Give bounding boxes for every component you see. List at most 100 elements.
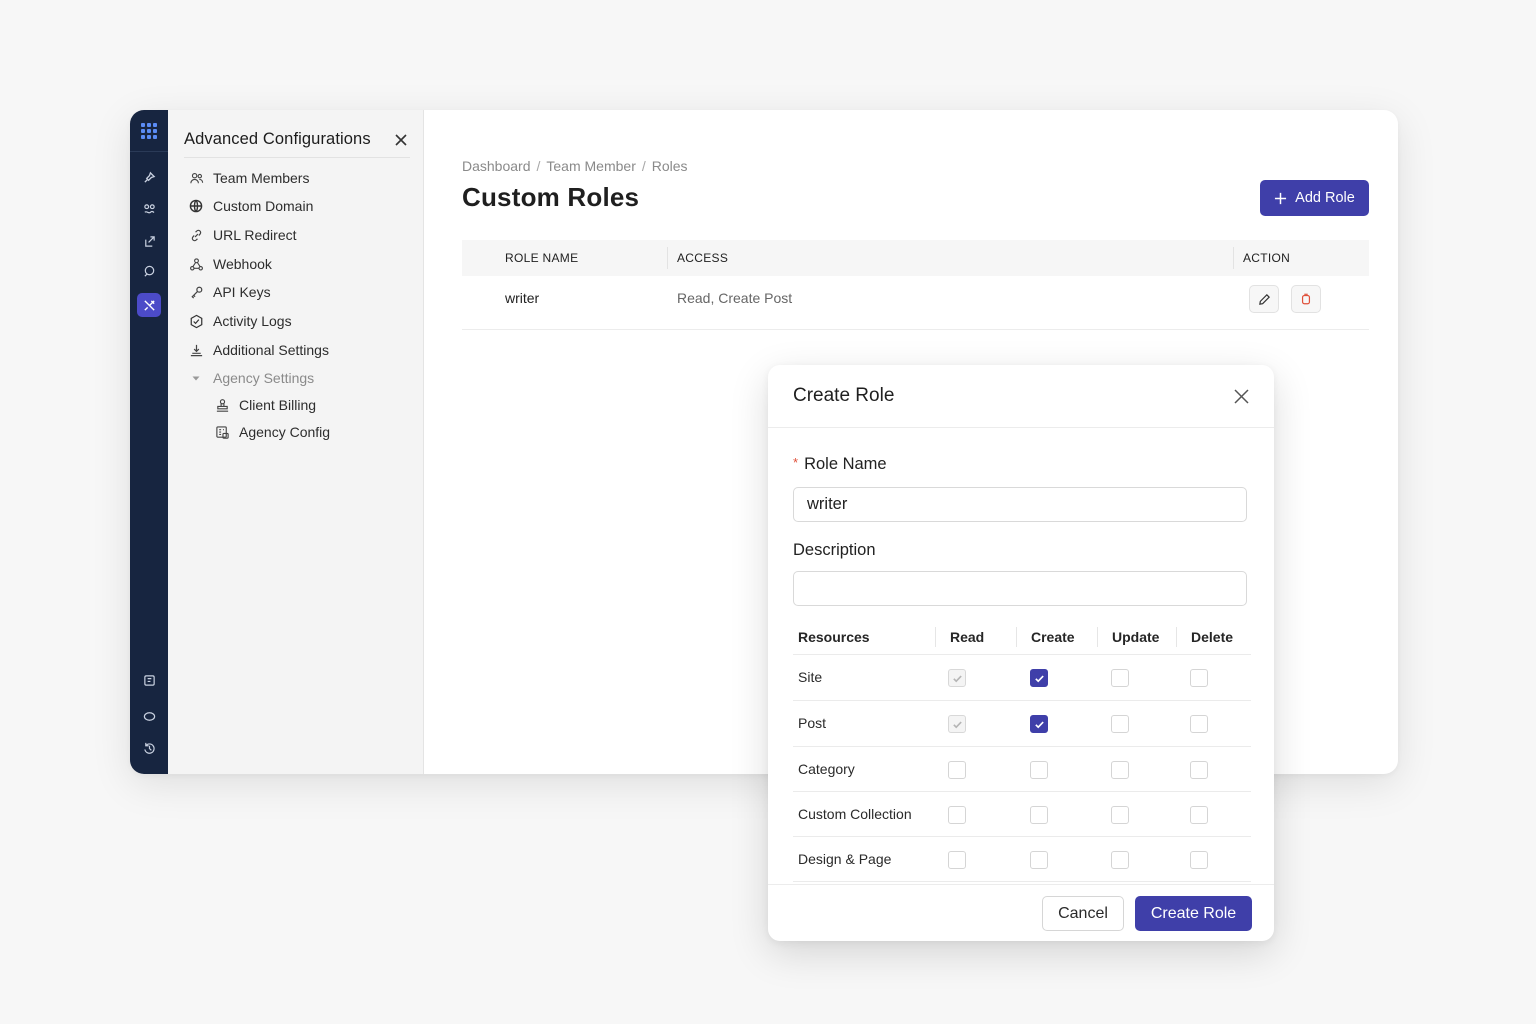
breadcrumb-dashboard[interactable]: Dashboard — [462, 158, 531, 174]
sidebar-item-agency-config[interactable]: Agency Config — [214, 421, 330, 443]
sidebar-item-webhook[interactable]: Webhook — [188, 253, 272, 275]
main-content: Dashboard / Team Member / Roles Custom R… — [425, 110, 1398, 774]
close-icon[interactable] — [1230, 385, 1252, 407]
column-header-read: Read — [950, 629, 985, 645]
description-input[interactable] — [793, 571, 1247, 606]
resource-name: Custom Collection — [798, 806, 912, 822]
integrations-icon[interactable] — [137, 197, 161, 221]
sidebar-item-label: Activity Logs — [213, 313, 292, 329]
activity-icon — [188, 313, 204, 329]
delete-checkbox-post[interactable] — [1190, 715, 1208, 733]
column-header-create: Create — [1031, 629, 1075, 645]
tools-icon[interactable] — [137, 293, 161, 317]
sidebar-item-activity-logs[interactable]: Activity Logs — [188, 310, 292, 332]
column-divider — [667, 247, 668, 269]
grid-icon[interactable] — [130, 110, 168, 152]
resource-name: Category — [798, 761, 855, 777]
link-icon — [188, 227, 204, 243]
cancel-button[interactable]: Cancel — [1042, 896, 1124, 931]
chat-icon[interactable] — [137, 259, 161, 283]
permission-row-post: Post — [793, 701, 1251, 747]
create-checkbox-category[interactable] — [1030, 761, 1048, 779]
column-divider — [1016, 627, 1017, 647]
resource-name: Post — [798, 715, 827, 731]
trash-icon — [1301, 293, 1311, 305]
sidebar-item-label: Team Members — [213, 170, 310, 186]
create-role-button[interactable]: Create Role — [1135, 896, 1252, 931]
sidebar-item-team-members[interactable]: Team Members — [188, 167, 309, 189]
permission-row-custom-collection: Custom Collection — [793, 792, 1251, 837]
settings-stamp-icon — [188, 342, 204, 358]
sidebar-item-url-redirect[interactable]: URL Redirect — [188, 224, 297, 246]
breadcrumb-roles: Roles — [651, 158, 688, 174]
check-icon — [1034, 674, 1044, 682]
sidebar-item-custom-domain[interactable]: Custom Domain — [188, 195, 313, 217]
agency-icon — [214, 424, 230, 440]
create-checkbox-post[interactable] — [1030, 715, 1048, 733]
pin-icon[interactable] — [137, 165, 161, 189]
column-header-resources: Resources — [798, 629, 870, 645]
billing-icon — [214, 397, 230, 413]
description-label: Description — [793, 541, 876, 559]
check-icon — [1034, 720, 1044, 728]
roles-table: ROLE NAME ACCESS ACTION writer Read, Cre… — [462, 240, 1369, 330]
role-name-label: * Role Name — [793, 455, 887, 473]
modal-title: Create Role — [793, 385, 895, 406]
breadcrumb: Dashboard / Team Member / Roles — [462, 158, 688, 174]
sidebar-item-api-keys[interactable]: API Keys — [188, 281, 271, 303]
delete-role-button[interactable] — [1291, 285, 1321, 313]
add-role-label: Add Role — [1295, 190, 1355, 206]
globe-icon — [188, 198, 204, 214]
create-checkbox-custom-collection[interactable] — [1030, 806, 1048, 824]
read-checkbox-design-page[interactable] — [948, 851, 966, 869]
update-checkbox-category[interactable] — [1111, 761, 1129, 779]
history-icon[interactable] — [137, 736, 161, 760]
column-divider — [1233, 247, 1234, 269]
close-icon[interactable] — [392, 131, 410, 149]
permission-row-category: Category — [793, 747, 1251, 792]
table-header: ROLE NAME ACCESS ACTION — [462, 240, 1369, 276]
update-checkbox-custom-collection[interactable] — [1111, 806, 1129, 824]
sidebar-item-label: Agency Config — [239, 424, 331, 440]
sidebar-header: Advanced Configurations — [184, 122, 410, 158]
column-header-delete: Delete — [1191, 629, 1234, 645]
delete-checkbox-site[interactable] — [1190, 669, 1208, 687]
role-name-cell: writer — [505, 290, 540, 306]
role-name-input[interactable] — [793, 487, 1247, 522]
update-checkbox-site[interactable] — [1111, 669, 1129, 687]
plus-icon — [1275, 192, 1287, 204]
page-title: Custom Roles — [462, 182, 640, 212]
column-header-action: ACTION — [1243, 251, 1291, 265]
update-checkbox-post[interactable] — [1111, 715, 1129, 733]
delete-checkbox-custom-collection[interactable] — [1190, 806, 1208, 824]
sidebar-item-client-billing[interactable]: Client Billing — [214, 394, 316, 416]
sidebar-item-additional-settings[interactable]: Additional Settings — [188, 339, 329, 361]
check-icon — [952, 674, 962, 682]
create-checkbox-site[interactable] — [1030, 669, 1048, 687]
notes-icon[interactable] — [137, 668, 161, 692]
pencil-icon — [1258, 293, 1270, 305]
modal-header: Create Role — [768, 365, 1274, 428]
check-icon — [952, 720, 962, 728]
update-checkbox-design-page[interactable] — [1111, 851, 1129, 869]
sidebar-item-label: API Keys — [213, 284, 271, 300]
delete-checkbox-category[interactable] — [1190, 761, 1208, 779]
team-icon — [188, 170, 204, 186]
create-checkbox-design-page[interactable] — [1030, 851, 1048, 869]
column-divider — [1097, 627, 1098, 647]
add-role-button[interactable]: Add Role — [1260, 180, 1369, 216]
create-role-modal: Create Role *Role Name Description Resou… — [768, 365, 1274, 941]
access-cell: Read, Create Post — [677, 290, 793, 306]
read-checkbox-custom-collection[interactable] — [948, 806, 966, 824]
column-header-role-name: ROLE NAME — [505, 251, 579, 265]
breadcrumb-team-member[interactable]: Team Member — [546, 158, 636, 174]
config-sidebar: Advanced Configurations Team Members Cus… — [168, 110, 424, 774]
sidebar-group-agency-settings[interactable]: Agency Settings — [188, 367, 314, 389]
read-checkbox-category[interactable] — [948, 761, 966, 779]
permission-row-design-page: Design & Page — [793, 837, 1251, 882]
comment-icon[interactable] — [137, 704, 161, 728]
delete-checkbox-design-page[interactable] — [1190, 851, 1208, 869]
key-icon — [188, 284, 204, 300]
export-icon[interactable] — [137, 229, 161, 253]
edit-role-button[interactable] — [1249, 285, 1279, 313]
